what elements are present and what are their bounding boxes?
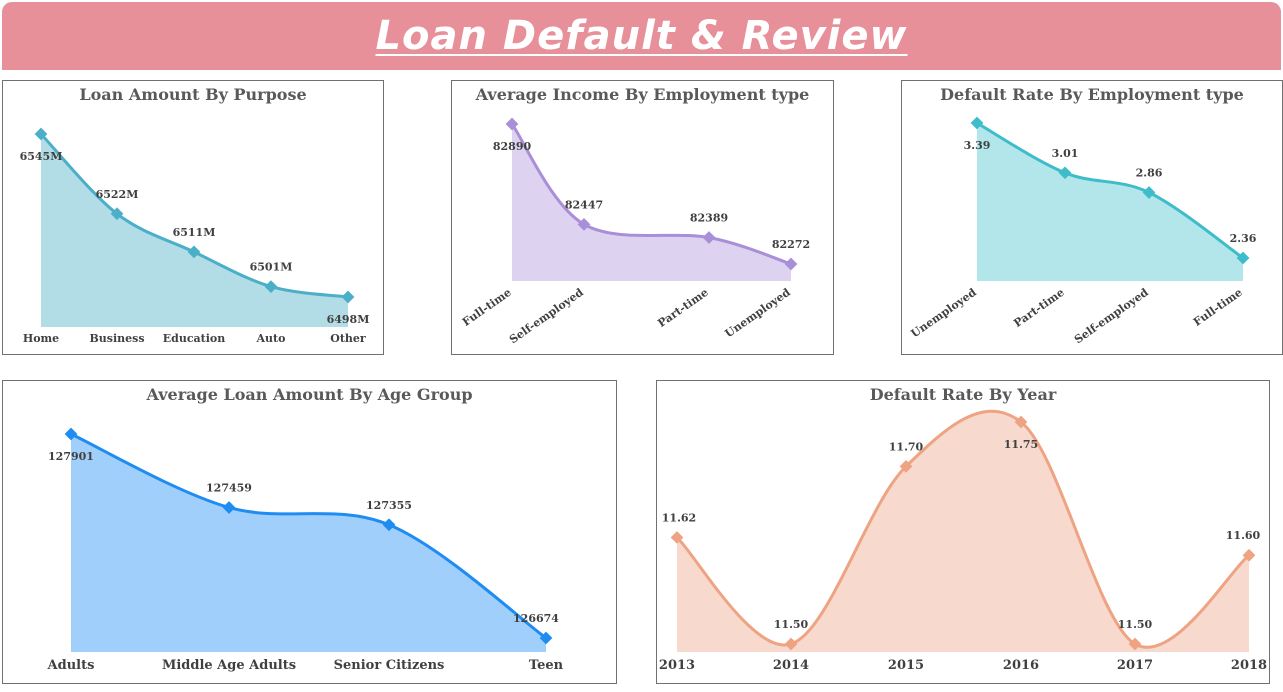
data-point-marker	[34, 127, 48, 141]
chart-panel-purpose: Loan Amount By Purpose 6545M Home 6522M Bus…	[2, 80, 384, 355]
area-fill	[977, 123, 1243, 281]
data-label: 6545M	[20, 150, 63, 163]
data-point-marker	[382, 518, 396, 532]
series-line	[70, 432, 547, 640]
category-tick-label: Middle Age Adults	[162, 658, 296, 673]
category-tick-label: Self-employed	[1072, 286, 1151, 347]
data-label: 82389	[690, 211, 728, 224]
category-tick-label: Auto	[256, 332, 286, 345]
chart-age: 127901 Adults 127459 Middle Age Adults 12735…	[47, 427, 564, 673]
data-point-marker	[110, 207, 124, 221]
data-point-marker	[64, 427, 78, 441]
category-tick-label: Other	[330, 332, 366, 345]
data-label: 6511M	[173, 226, 216, 239]
category-tick-label: Unemployed	[909, 286, 979, 341]
series-line	[675, 409, 1250, 649]
data-label: 3.39	[964, 139, 991, 152]
chart-panel-year: Default Rate By Year 11.62 2013 11.50 2014 1…	[656, 380, 1270, 684]
data-label: 11.62	[662, 511, 696, 524]
chart-panel-income: Average Income By Employment type 82890 F…	[451, 80, 834, 355]
data-point-marker	[264, 280, 278, 293]
chart-title: Average Loan Amount By Age Group	[146, 385, 473, 404]
category-tick-label: 2016	[1003, 658, 1039, 673]
dashboard-title: Loan Default & Review	[375, 13, 908, 59]
data-label: 6498M	[327, 313, 370, 326]
data-label: 2.86	[1136, 166, 1163, 179]
category-tick-label: 2015	[888, 658, 924, 673]
data-label: 126674	[513, 612, 559, 625]
category-tick-label: 2018	[1231, 658, 1267, 673]
data-label: 11.70	[889, 440, 924, 453]
data-point-marker	[341, 290, 355, 304]
data-label: 82447	[565, 198, 603, 211]
chart-default-emp: 3.39 Unemployed 3.01 Part-time 2.86 Self-empl…	[909, 116, 1257, 347]
data-label: 6501M	[250, 261, 293, 274]
data-point-marker	[187, 245, 201, 259]
area-fill	[677, 411, 1249, 652]
category-tick-label: Teen	[529, 658, 564, 673]
data-label: 2.36	[1230, 232, 1257, 245]
category-tick-label: Self-employed	[507, 286, 586, 347]
chart-title: Default Rate By Employment type	[940, 85, 1244, 104]
series-line	[976, 121, 1244, 260]
category-tick-label: Part-time	[1011, 286, 1066, 330]
header-banner: Loan Default & Review	[2, 2, 1281, 70]
chart-purpose: 6545M Home 6522M Business 6511M Education 6501…	[20, 127, 370, 345]
category-tick-label: Education	[163, 332, 226, 345]
chart-panel-age: Average Loan Amount By Age Group 127901 A…	[2, 380, 617, 684]
category-tick-label: 2014	[773, 658, 809, 673]
category-tick-label: 2013	[659, 658, 695, 673]
data-label: 127355	[366, 499, 412, 512]
data-point-marker	[222, 501, 236, 514]
data-label: 11.60	[1226, 529, 1261, 542]
area-fill	[41, 134, 348, 327]
data-label: 6522M	[96, 188, 139, 201]
data-label: 82890	[493, 140, 532, 153]
data-label: 11.75	[1004, 438, 1038, 451]
category-tick-label: Adults	[47, 658, 95, 673]
category-tick-label: Business	[89, 332, 144, 345]
chart-year: 11.62 2013 11.50 2014 11.70 2015 11.75 2016 11.5…	[659, 409, 1267, 673]
chart-title: Default Rate By Year	[869, 385, 1057, 404]
chart-title: Average Income By Employment type	[475, 85, 810, 104]
category-tick-label: Unemployed	[723, 286, 793, 341]
area-fill	[71, 434, 546, 652]
data-label: 82272	[772, 238, 810, 251]
category-tick-label: Full-time	[1191, 286, 1245, 329]
category-tick-label: Senior Citizens	[334, 658, 445, 673]
data-label: 11.50	[774, 618, 809, 631]
chart-title: Loan Amount By Purpose	[79, 85, 307, 104]
category-tick-label: Part-time	[655, 286, 710, 330]
area-fill	[512, 124, 791, 281]
category-tick-label: 2017	[1117, 658, 1153, 673]
data-label: 127901	[48, 450, 94, 463]
chart-panel-default-emp: Default Rate By Employment type 3.39 Unem…	[901, 80, 1283, 355]
data-label: 11.50	[1118, 618, 1153, 631]
series-line	[510, 123, 792, 266]
data-label: 3.01	[1052, 147, 1079, 160]
category-tick-label: Home	[23, 332, 59, 345]
category-tick-label: Full-time	[460, 286, 514, 329]
chart-income: 82890 Full-time 82447 Self-employed 82389 Par…	[460, 117, 810, 347]
data-label: 127459	[206, 481, 252, 494]
